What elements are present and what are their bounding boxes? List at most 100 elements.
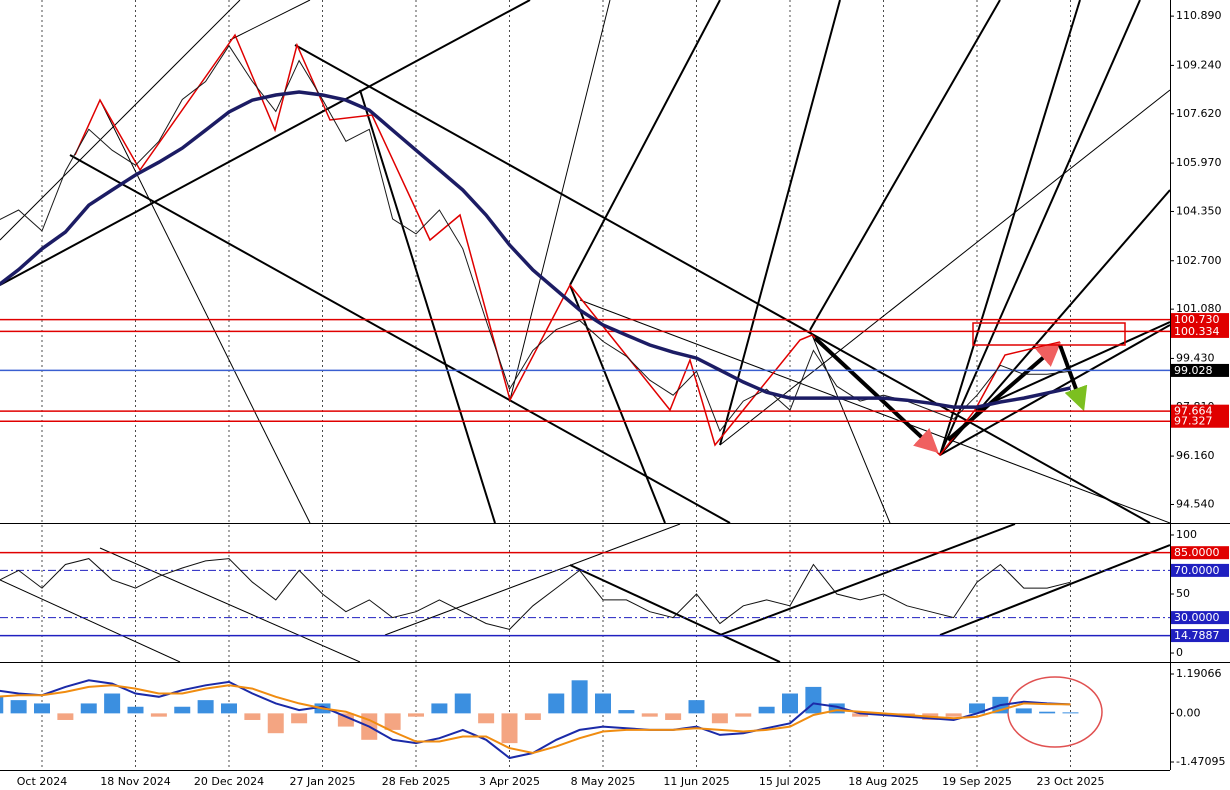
level-label-bg	[1171, 563, 1229, 577]
histogram-bar	[104, 693, 121, 714]
fan-line	[359, 89, 496, 523]
level-label-bg	[1171, 611, 1229, 625]
y-tick-label: 107.620	[1176, 107, 1222, 120]
y-tick-label: 102.700	[1176, 254, 1222, 267]
y-tick-label: 101.080	[1176, 302, 1222, 315]
y-tick-label: -1.47095	[1176, 755, 1225, 768]
level-label-bg	[1171, 546, 1229, 560]
histogram-bar	[221, 703, 237, 714]
arrow	[946, 342, 1062, 442]
trend-line	[294, 44, 1151, 523]
level-label-bg	[1171, 414, 1229, 428]
x-tick-label: Oct 2024	[17, 775, 68, 788]
trend-line	[384, 524, 681, 636]
fan-line	[0, 0, 241, 241]
x-tick-label: 8 May 2025	[571, 775, 636, 788]
y-tick-label: 99.430	[1176, 351, 1215, 364]
y-tick-label: 96.160	[1176, 449, 1215, 462]
series-line	[0, 558, 1071, 630]
arrow	[813, 336, 939, 454]
histogram-bar	[595, 693, 611, 714]
x-tick-label: 18 Nov 2024	[100, 775, 170, 788]
macd-panel	[0, 679, 1079, 760]
x-tick-label: 11 Jun 2025	[663, 775, 729, 788]
y-tick-label: 105.970	[1176, 156, 1222, 169]
histogram-bar	[454, 693, 471, 714]
histogram-bar	[291, 713, 308, 724]
fan-line	[719, 89, 1170, 446]
y-tick-label: 0	[1176, 646, 1183, 659]
fan-line	[809, 329, 891, 523]
y-tick-label: 50	[1176, 587, 1190, 600]
histogram-bar	[665, 713, 682, 720]
histogram-bar	[711, 713, 728, 724]
level-label-bg	[1171, 313, 1229, 327]
histogram-bar	[548, 693, 565, 714]
fan-line	[229, 0, 311, 41]
histogram-bar	[384, 713, 401, 730]
level-label: 97.664	[1174, 405, 1213, 418]
fan-line	[939, 0, 1141, 456]
x-tick-label: 18 Aug 2025	[848, 775, 918, 788]
y-tick-label: 109.240	[1176, 58, 1222, 71]
fan-line	[809, 0, 1001, 331]
trend-line	[939, 544, 1170, 636]
histogram-bar	[174, 706, 191, 714]
fan-line	[569, 284, 666, 523]
x-tick-label: 15 Jul 2025	[759, 775, 821, 788]
histogram-bar	[244, 713, 261, 720]
histogram-bar	[1039, 711, 1056, 714]
fan-line	[99, 99, 311, 523]
fan-line	[569, 0, 721, 286]
trend-line	[69, 154, 731, 523]
arrow	[1058, 344, 1088, 412]
y-tick-label: 94.540	[1176, 497, 1215, 510]
y-tick-label: 110.890	[1176, 9, 1222, 22]
histogram-bar	[758, 706, 775, 714]
x-tick-label: 19 Sep 2025	[942, 775, 1012, 788]
level-label-bg	[1171, 629, 1229, 643]
trend-line	[974, 321, 1170, 411]
histogram-bar	[197, 700, 214, 714]
histogram-bar	[57, 713, 74, 720]
histogram-bar	[641, 713, 658, 717]
level-label-bg	[1171, 324, 1229, 338]
histogram-bar	[688, 700, 705, 714]
level-label-bg	[1171, 404, 1229, 418]
series-line	[0, 684, 1071, 755]
histogram-bar	[478, 713, 495, 724]
histogram-bar	[431, 703, 448, 714]
y-tick-label: 0.00	[1176, 706, 1201, 719]
level-label: 100.334	[1174, 325, 1220, 338]
indicator-drawings	[0, 524, 1170, 662]
level-label: 100.730	[1174, 313, 1220, 326]
level-label: 70.0000	[1174, 564, 1220, 577]
histogram-bar	[0, 696, 4, 714]
histogram-bar	[337, 713, 354, 727]
price-panel	[0, 44, 1170, 432]
level-label: 99.028	[1174, 364, 1213, 377]
histogram-bar	[969, 703, 985, 714]
histogram-bar	[571, 680, 588, 714]
level-label: 14.7887	[1174, 629, 1220, 642]
histogram-bar	[524, 713, 541, 720]
x-tick-label: 23 Oct 2025	[1036, 775, 1104, 788]
fan-line	[939, 0, 1081, 456]
histogram-bar	[10, 700, 27, 714]
histogram-bar	[1015, 708, 1032, 714]
trend-line	[0, 0, 531, 286]
histogram-bar	[735, 713, 752, 717]
histogram-bar	[501, 713, 518, 744]
histogram-bar	[828, 703, 845, 714]
level-label: 97.327	[1174, 415, 1213, 428]
histogram-bar	[150, 713, 167, 717]
x-tick-label: 20 Dec 2024	[194, 775, 264, 788]
x-tick-label: 3 Apr 2025	[479, 775, 540, 788]
level-label: 85.0000	[1174, 546, 1220, 559]
histogram-bar	[80, 703, 97, 714]
series-line	[0, 90, 1071, 409]
x-tick-label: 28 Feb 2025	[382, 775, 450, 788]
drawings	[0, 0, 1170, 523]
histogram-bar	[1062, 712, 1079, 714]
